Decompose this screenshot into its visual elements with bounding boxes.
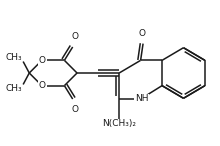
- Text: CH₃: CH₃: [5, 53, 22, 62]
- Text: O: O: [72, 105, 79, 114]
- Text: O: O: [72, 32, 79, 41]
- Text: CH₃: CH₃: [5, 84, 22, 93]
- Text: O: O: [38, 81, 45, 90]
- Text: NH: NH: [135, 94, 148, 104]
- Text: O: O: [139, 29, 145, 38]
- Text: O: O: [38, 56, 45, 65]
- Text: N(CH₃)₂: N(CH₃)₂: [102, 119, 136, 128]
